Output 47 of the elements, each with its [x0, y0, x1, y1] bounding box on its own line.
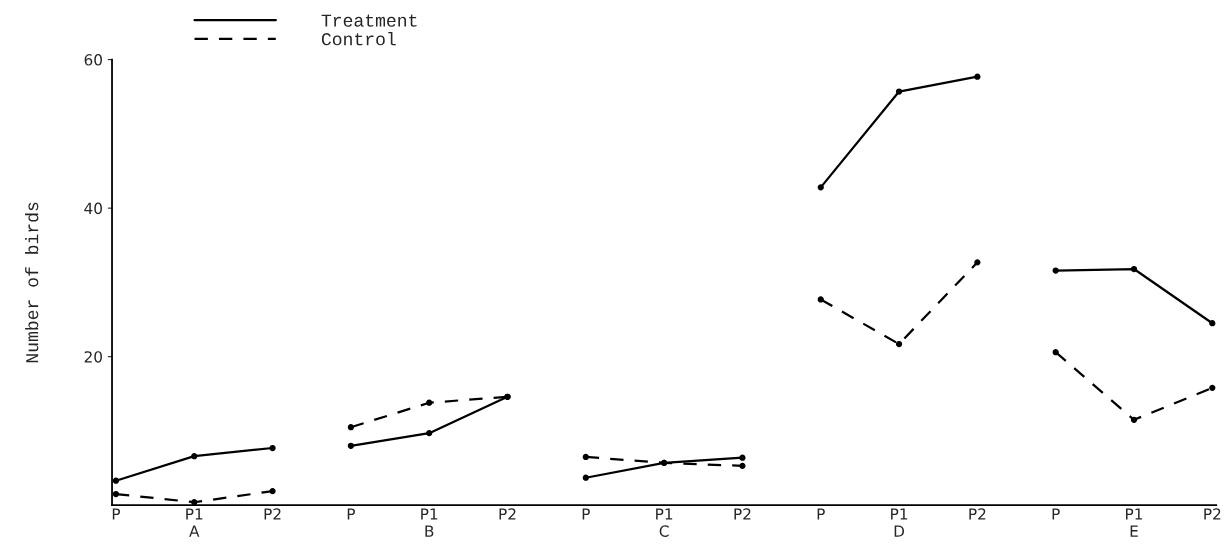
point	[1052, 349, 1059, 356]
point	[1209, 384, 1216, 391]
x-tick-label: P1 A	[186, 508, 203, 537]
x-tick-label: P2	[734, 508, 751, 520]
point	[895, 340, 903, 348]
point	[112, 490, 120, 498]
point	[191, 499, 198, 506]
x-tick-label: P1 D	[891, 508, 908, 537]
y-tick-label: 40	[84, 202, 102, 215]
x-tick-label: P1 E	[1126, 508, 1143, 537]
x-tick-label: P1 C	[656, 508, 673, 537]
point	[347, 442, 354, 449]
point	[1130, 416, 1138, 423]
x-tick-label: P2	[1204, 508, 1221, 520]
point	[739, 462, 746, 469]
point	[426, 399, 433, 406]
point	[817, 184, 824, 191]
point	[974, 259, 981, 266]
y-axis-title: Number of birds	[25, 202, 39, 363]
point	[895, 88, 903, 95]
point	[347, 424, 354, 431]
point	[1130, 265, 1138, 273]
point	[191, 453, 198, 460]
x-tick-label: P2	[499, 508, 516, 520]
point	[974, 73, 981, 80]
x-tick-label: P2	[969, 508, 986, 520]
point	[1052, 267, 1059, 274]
x-tick-label: P	[1052, 508, 1060, 520]
text: Control	[321, 32, 396, 46]
point	[582, 474, 589, 481]
x-tick-label: P1 B	[421, 508, 438, 537]
point	[739, 454, 746, 461]
point	[112, 477, 120, 484]
point	[1209, 320, 1216, 327]
point	[817, 296, 824, 303]
x-tick-label: P	[817, 508, 825, 520]
y-tick-label: 20	[84, 351, 102, 363]
point	[426, 430, 433, 437]
x-tick-label: P	[112, 508, 121, 520]
x-tick-label: P	[347, 508, 355, 520]
x-tick-label: P	[582, 508, 590, 520]
point	[269, 487, 276, 495]
x-tick-label: P2	[264, 508, 281, 520]
point	[582, 453, 589, 461]
text: Treatment	[321, 14, 417, 27]
y-tick-label: 60	[84, 54, 102, 66]
point	[269, 444, 276, 452]
